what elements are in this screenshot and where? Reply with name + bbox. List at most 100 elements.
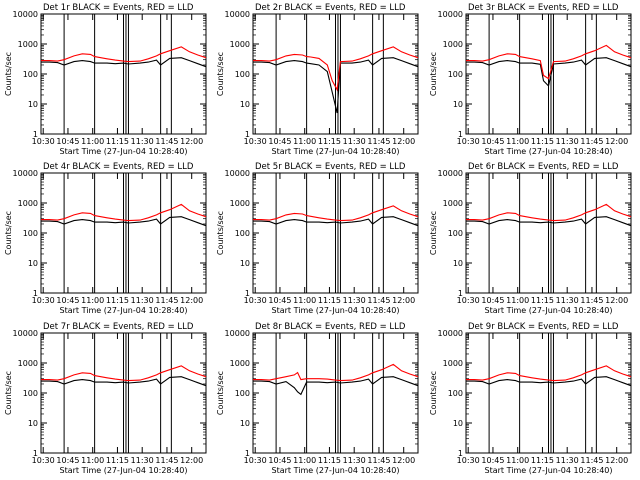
x-axis-label: Start Time (27-Jun-04 10:28:40) — [60, 306, 188, 315]
x-tick-label: 10:45 — [268, 456, 291, 465]
y-tick-label: 10000 — [13, 329, 38, 338]
detector-panel-6: Det 6r BLACK = Events, RED = LLD 1 10 100 10… — [429, 162, 632, 315]
panel-title: Det 4r BLACK = Events, RED = LLD — [43, 162, 194, 172]
x-tick-label: 11:45 — [155, 456, 178, 465]
events-series-line — [41, 376, 207, 387]
x-tick-label: 11:45 — [367, 456, 390, 465]
x-tick-label: 11:00 — [293, 137, 316, 146]
x-tick-label: 11:30 — [556, 296, 579, 305]
y-axis-label: Counts/sec — [4, 52, 13, 96]
y-tick-label: 10 — [240, 419, 250, 428]
events-series-line — [253, 216, 419, 227]
panel-title: Det 9r BLACK = Events, RED = LLD — [468, 322, 619, 332]
x-tick-label: 11:45 — [367, 137, 390, 146]
y-axis-label: Counts/sec — [4, 211, 13, 255]
x-tick-label: 10:45 — [56, 137, 79, 146]
y-tick-label: 1000 — [443, 40, 463, 49]
lld-series-line — [41, 46, 207, 63]
x-tick-label: 11:15 — [318, 456, 341, 465]
x-tick-label: 11:45 — [580, 137, 603, 146]
y-tick-label: 100 — [235, 229, 250, 238]
x-tick-label: 11:00 — [81, 456, 104, 465]
lld-series-line — [466, 44, 632, 80]
y-tick-label: 10000 — [225, 169, 250, 178]
y-tick-label: 10 — [240, 100, 250, 109]
y-axis-label: Counts/sec — [429, 52, 438, 96]
x-tick-label: 10:30 — [457, 456, 480, 465]
x-tick-label: 10:45 — [268, 137, 291, 146]
detector-panel-5: Det 5r BLACK = Events, RED = LLD 1 10 100 10… — [216, 162, 419, 315]
x-tick-label: 11:15 — [106, 456, 129, 465]
y-tick-label: 100 — [23, 229, 38, 238]
x-tick-label: 10:30 — [32, 296, 55, 305]
panel-title: Det 7r BLACK = Events, RED = LLD — [43, 322, 194, 332]
x-tick-label: 11:30 — [131, 137, 154, 146]
y-tick-label: 10 — [453, 100, 463, 109]
panel-title: Det 6r BLACK = Events, RED = LLD — [468, 162, 619, 172]
x-tick-label: 11:15 — [106, 137, 129, 146]
y-tick-label: 1000 — [230, 359, 250, 368]
x-tick-label: 11:00 — [81, 296, 104, 305]
x-axis-label: Start Time (27-Jun-04 10:28:40) — [485, 306, 613, 315]
x-tick-label: 11:30 — [556, 456, 579, 465]
x-tick-label: 11:30 — [343, 456, 366, 465]
x-tick-label: 11:00 — [81, 137, 104, 146]
x-tick-label: 11:45 — [580, 296, 603, 305]
x-tick-label: 12:00 — [605, 456, 628, 465]
x-tick-label: 11:00 — [293, 456, 316, 465]
x-tick-label: 11:30 — [131, 456, 154, 465]
y-axis-label: Counts/sec — [216, 371, 225, 415]
y-axis-label: Counts/sec — [429, 371, 438, 415]
y-tick-label: 100 — [23, 70, 38, 79]
y-tick-label: 100 — [448, 389, 463, 398]
lld-series-line — [41, 365, 207, 382]
x-axis-label: Start Time (27-Jun-04 10:28:40) — [272, 466, 400, 475]
panel-title: Det 1r BLACK = Events, RED = LLD — [43, 3, 194, 13]
y-axis-label: Counts/sec — [4, 371, 13, 415]
lld-series-line — [466, 365, 632, 382]
y-tick-label: 1 — [245, 449, 250, 458]
panel-title: Det 8r BLACK = Events, RED = LLD — [255, 322, 406, 332]
x-tick-label: 11:30 — [556, 137, 579, 146]
x-tick-label: 10:45 — [56, 456, 79, 465]
x-tick-label: 11:15 — [318, 137, 341, 146]
y-tick-label: 10 — [28, 100, 38, 109]
x-tick-label: 11:00 — [506, 296, 529, 305]
y-tick-label: 1000 — [230, 199, 250, 208]
events-series-line — [41, 57, 207, 68]
y-tick-label: 10000 — [438, 329, 463, 338]
x-tick-label: 11:15 — [318, 296, 341, 305]
y-tick-label: 10 — [453, 419, 463, 428]
y-tick-label: 1 — [458, 289, 463, 298]
y-tick-label: 100 — [235, 70, 250, 79]
x-tick-label: 12:00 — [180, 456, 203, 465]
x-tick-label: 12:00 — [605, 296, 628, 305]
y-tick-label: 10000 — [13, 169, 38, 178]
y-tick-label: 1 — [33, 449, 38, 458]
x-tick-label: 11:15 — [106, 296, 129, 305]
x-tick-label: 10:45 — [481, 137, 504, 146]
x-tick-label: 11:30 — [343, 296, 366, 305]
detector-panel-2: Det 2r BLACK = Events, RED = LLD 1 10 100 10… — [216, 3, 419, 156]
y-tick-label: 1000 — [18, 359, 38, 368]
x-axis-label: Start Time (27-Jun-04 10:28:40) — [272, 306, 400, 315]
y-tick-label: 100 — [235, 389, 250, 398]
events-series-line — [466, 57, 632, 88]
x-tick-label: 11:15 — [531, 456, 554, 465]
events-series-line — [466, 376, 632, 387]
y-tick-label: 1 — [33, 130, 38, 139]
y-tick-label: 10000 — [225, 10, 250, 19]
x-tick-label: 10:30 — [244, 137, 267, 146]
x-tick-label: 10:45 — [56, 296, 79, 305]
x-tick-label: 12:00 — [392, 296, 415, 305]
y-tick-label: 10000 — [438, 169, 463, 178]
y-tick-label: 1 — [458, 130, 463, 139]
y-axis-label: Counts/sec — [216, 211, 225, 255]
detector-panel-8: Det 8r BLACK = Events, RED = LLD 1 10 100 10… — [216, 322, 419, 475]
x-tick-label: 10:45 — [481, 296, 504, 305]
detector-panel-3: Det 3r BLACK = Events, RED = LLD 1 10 100 10… — [429, 3, 632, 156]
x-tick-label: 12:00 — [180, 296, 203, 305]
x-tick-label: 11:45 — [580, 456, 603, 465]
x-tick-label: 10:30 — [32, 137, 55, 146]
x-tick-label: 11:15 — [531, 137, 554, 146]
